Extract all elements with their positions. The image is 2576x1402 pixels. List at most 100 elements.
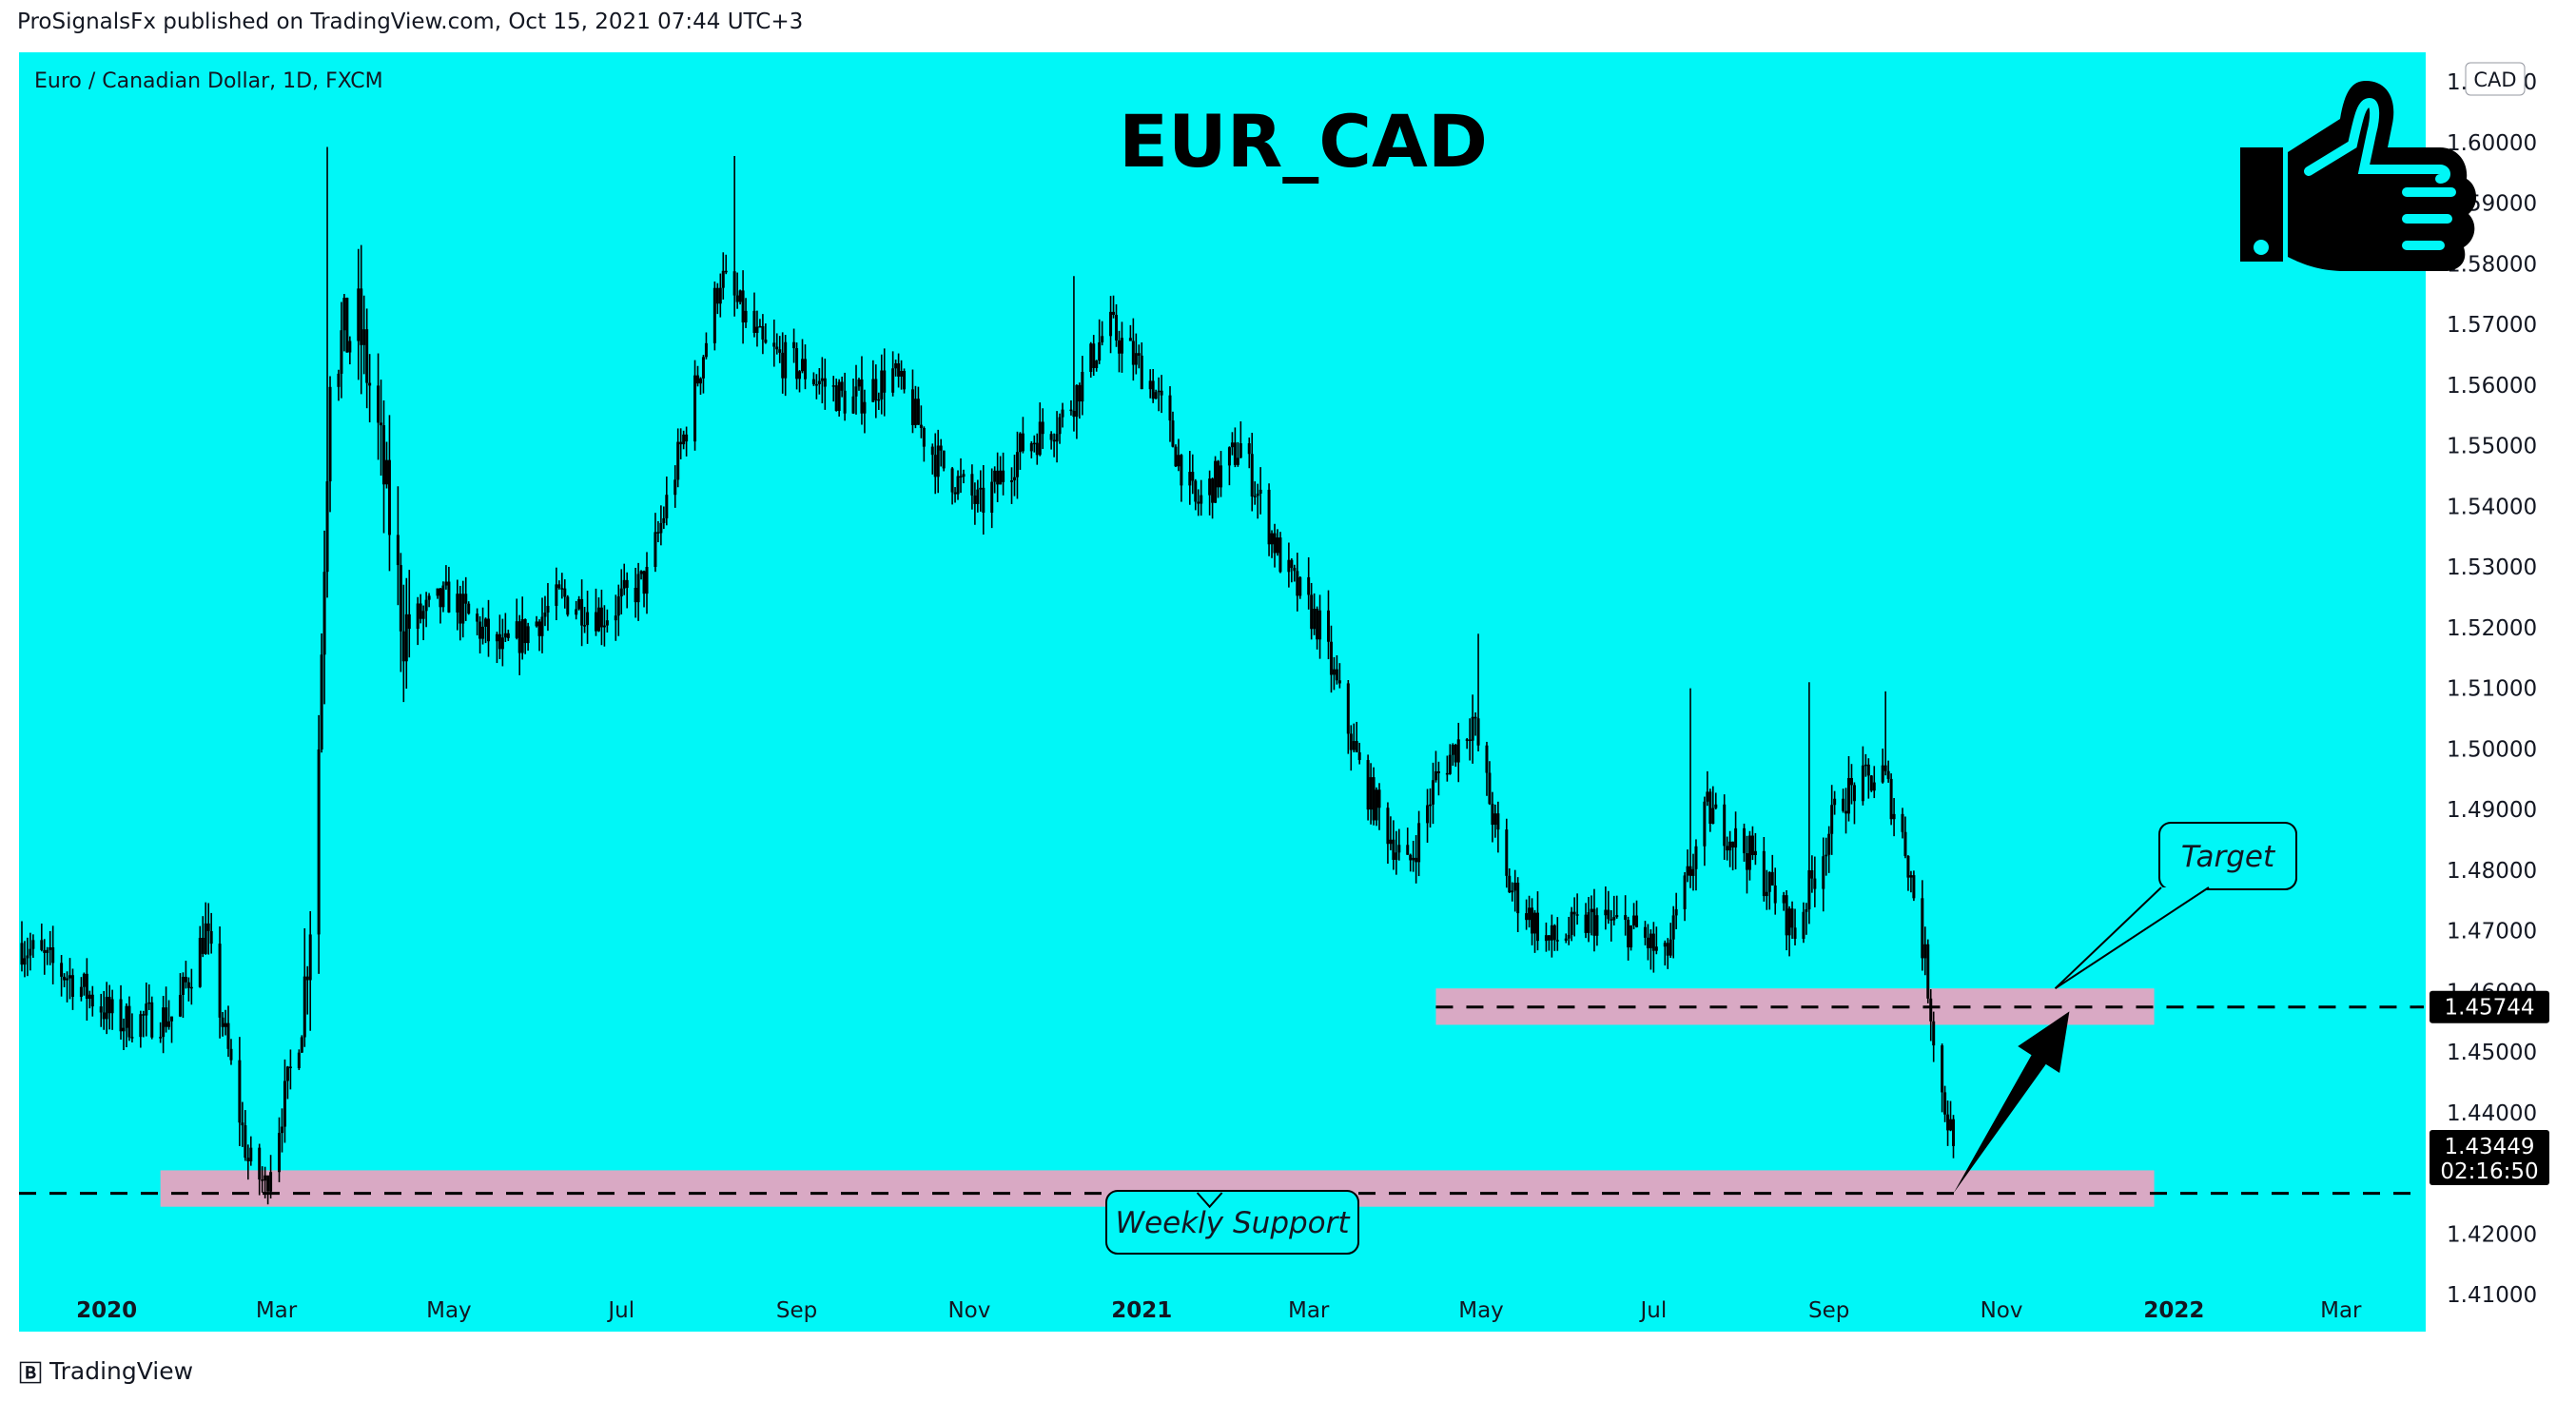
candle-body <box>201 938 205 954</box>
candle-body <box>1921 898 1924 959</box>
candle-body <box>1607 909 1610 920</box>
candle-body <box>1584 914 1588 933</box>
candle-body <box>461 594 465 624</box>
candle-body <box>1649 933 1652 948</box>
candle-body <box>1377 789 1381 808</box>
candle-body <box>46 949 49 953</box>
candle-body <box>226 1022 230 1049</box>
candle-body <box>1137 353 1141 356</box>
candle-body <box>1069 409 1073 412</box>
candle-body <box>246 1158 250 1161</box>
candle-body <box>1436 770 1440 773</box>
candle-body <box>933 455 937 477</box>
candle-body <box>1078 384 1082 402</box>
candle-body <box>102 1012 106 1020</box>
candle-body <box>566 596 570 615</box>
candle-body <box>973 495 977 504</box>
candle-body <box>1415 857 1418 863</box>
candle-body <box>1726 846 1729 851</box>
candle-body <box>993 470 997 482</box>
candle-body <box>1369 777 1373 810</box>
candle-body <box>1029 442 1033 452</box>
candle-body <box>1488 772 1492 805</box>
candle-body <box>1765 891 1768 897</box>
candle-body <box>1861 765 1864 802</box>
candle-body <box>557 584 561 589</box>
footer-brand-label: TradingView <box>49 1356 194 1385</box>
candle-body <box>229 1048 233 1061</box>
candle-body <box>1120 338 1123 354</box>
candle-body <box>99 1006 103 1013</box>
candle-body <box>1747 835 1751 870</box>
candle-body <box>1669 939 1672 956</box>
footer-brand[interactable]: 🄱 TradingView <box>19 1354 193 1387</box>
candle-body <box>328 386 332 482</box>
x-tick-label: Jul <box>606 1298 634 1323</box>
target-callout-label: Target <box>2181 840 2276 874</box>
candle-body <box>244 1125 247 1159</box>
candle-body <box>159 1037 163 1039</box>
candle-body <box>506 633 510 638</box>
candle-body <box>1061 409 1064 418</box>
candle-body <box>1355 741 1358 752</box>
candle-body <box>82 973 86 987</box>
candle-body <box>1230 442 1234 448</box>
candle-body <box>1052 439 1056 442</box>
candle-body <box>1041 421 1044 435</box>
candle-body <box>498 633 501 650</box>
candle-body <box>1451 745 1454 755</box>
candle-body <box>1217 460 1220 488</box>
candle-body <box>1395 852 1398 861</box>
candle-body <box>619 588 623 597</box>
candle-body <box>1349 733 1353 750</box>
x-tick-label: May <box>1458 1298 1504 1323</box>
target-arrow[interactable] <box>1953 1011 2070 1194</box>
candle-body <box>1745 853 1748 870</box>
candle-body <box>696 375 700 384</box>
candle-body <box>1694 846 1698 869</box>
candle-body <box>721 270 725 288</box>
candle-body <box>1728 841 1732 851</box>
chart-plot-area[interactable] <box>19 52 2426 1332</box>
candle-body <box>1259 489 1262 494</box>
candle-body <box>837 381 841 411</box>
candle-body <box>150 1002 154 1038</box>
candle-body <box>1329 641 1333 675</box>
currency-badge[interactable]: CAD <box>2465 62 2526 96</box>
candle-body <box>959 476 963 478</box>
candle-body <box>322 572 326 655</box>
candle-body <box>170 1016 174 1022</box>
candle-body <box>444 581 448 586</box>
candle-body <box>1471 716 1474 741</box>
candle-body <box>996 470 1000 485</box>
y-tick-label: 1.53000 <box>2447 555 2537 580</box>
candle-body <box>679 441 683 445</box>
candle-body <box>416 603 420 630</box>
candle-body <box>599 607 603 628</box>
time-axis[interactable]: 2020 Mar May Jul Sep Nov 2021 Mar May Jul Sep Nov 20… <box>76 1298 2362 1323</box>
candle-body <box>404 613 408 662</box>
candle-body <box>1881 765 1884 783</box>
candle-body <box>1844 810 1848 814</box>
candle-body <box>939 445 943 451</box>
zone-target[interactable] <box>1435 988 2155 1025</box>
weekly-support-callout[interactable]: Weekly Support <box>1105 1190 1359 1255</box>
candle-body <box>970 474 974 496</box>
candle-body <box>110 999 114 1014</box>
target-callout[interactable]: Target <box>2054 822 2297 990</box>
candle-body <box>1691 868 1695 876</box>
x-tick-label: 2021 <box>1111 1298 1172 1323</box>
candle-body <box>218 944 222 1018</box>
candle-body <box>1770 871 1774 886</box>
candle-body <box>526 626 530 644</box>
candle-body <box>586 612 590 626</box>
candle-body <box>1392 839 1395 861</box>
y-tick-label: 1.55000 <box>2447 435 2537 459</box>
candle-body <box>1903 831 1907 856</box>
candle-body <box>693 375 697 442</box>
candle-body <box>365 329 369 383</box>
candle-body <box>738 290 742 302</box>
candle-body <box>775 346 779 350</box>
candle-body <box>718 287 722 304</box>
